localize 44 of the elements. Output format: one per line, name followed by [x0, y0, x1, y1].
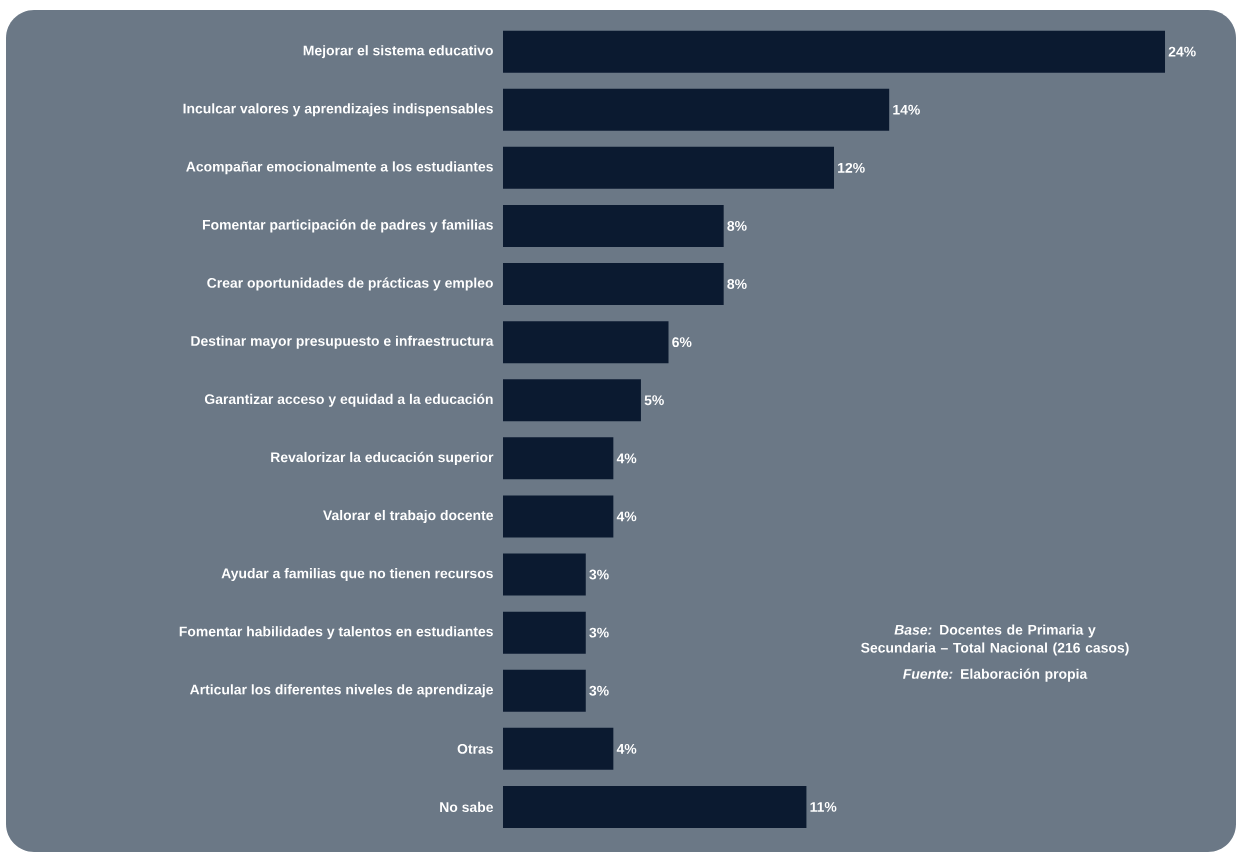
bar — [503, 495, 614, 538]
data-label: 5% — [644, 395, 664, 406]
data-label: 4% — [616, 743, 637, 754]
y-tick-label: Fomentar participación de padres y familias — [202, 219, 493, 233]
bar — [503, 321, 669, 364]
bar — [503, 88, 890, 131]
y-tick-label: Destinar mayor presupuesto e infraestructura — [191, 335, 494, 349]
y-tick-label: No sabe — [440, 801, 493, 813]
bar — [503, 30, 1166, 73]
y-tick-label: Fomentar habilidades y talentos en estudiantes — [179, 626, 493, 640]
data-label: 3% — [589, 685, 609, 696]
bar — [503, 611, 586, 654]
bar — [503, 379, 641, 422]
y-tick-label: Crear oportunidades de prácticas y empleo — [207, 277, 493, 291]
data-label: 12% — [838, 162, 865, 173]
bar — [503, 263, 724, 306]
y-tick-label: Valorar el trabajo docente — [323, 509, 494, 523]
data-label: 3% — [589, 627, 609, 638]
data-label: 4% — [616, 511, 637, 522]
bar — [503, 669, 586, 712]
data-label: 6% — [672, 337, 692, 348]
data-label: 8% — [727, 220, 747, 231]
y-tick-label: Articular los diferentes niveles de aprendizaje — [189, 684, 493, 698]
data-label: 8% — [727, 279, 747, 289]
y-tick-label: Garantizar acceso y equidad a la educación — [204, 393, 493, 407]
data-label: 11% — [810, 802, 837, 812]
annotation: Fuente: Elaboración propia — [903, 668, 1088, 682]
bar — [503, 553, 586, 596]
data-label: 3% — [589, 569, 609, 580]
bar — [503, 204, 724, 247]
bar — [503, 785, 807, 828]
annotation: Base: Docentes de Primaria y Secundaria – Total Nacional (216 casos) — [861, 624, 1129, 656]
y-tick-label: Revalorizar la educación superior — [271, 451, 494, 465]
data-label: 14% — [893, 104, 920, 115]
y-tick-label: Ayudar a familias que no tienen recursos — [221, 568, 493, 582]
y-tick-label: Inculcar valores y aprendizajes indispensables — [183, 103, 493, 117]
y-tick-label: Mejorar el sistema educativo — [303, 45, 493, 59]
bar — [503, 727, 614, 770]
y-tick-label: Acompañar emocionalmente a los estudiantes — [186, 161, 493, 175]
bar — [503, 146, 835, 189]
y-tick-label: Otras — [457, 743, 493, 754]
bar — [503, 437, 614, 480]
data-label: 24% — [1168, 46, 1196, 57]
data-label: 4% — [616, 453, 637, 464]
